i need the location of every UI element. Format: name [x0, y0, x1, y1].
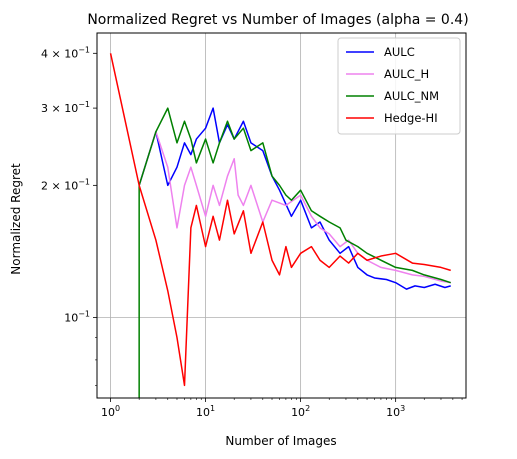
series-line-aulc: [138, 107, 451, 290]
y-tick-label: 2 × 10−1: [41, 177, 90, 192]
plot-frame: [96, 32, 467, 399]
x-tick-label: 100: [101, 404, 120, 419]
series-line-hedge-hi: [109, 53, 451, 387]
series-line-aulc-nm: [138, 107, 451, 398]
legend-layer: AULC AULC_H AULC_NM Hedge-HI: [337, 37, 461, 135]
legend-label: AULC_NM: [384, 89, 439, 103]
y-axis-label: Normalized Regret: [9, 163, 23, 275]
y-tick-label: 3 × 10−1: [41, 100, 90, 115]
series-layer: [109, 53, 451, 398]
chart-title: Normalized Regret vs Number of Images (a…: [87, 12, 468, 28]
x-tick-label: 103: [386, 404, 405, 419]
x-tick-label: 101: [196, 404, 215, 419]
y-tick-label: 10−1: [64, 309, 90, 324]
legend-label: AULC_H: [384, 67, 429, 81]
x-axis-label: Number of Images: [225, 434, 336, 448]
y-tick-label: 4 × 10−1: [41, 45, 90, 60]
series-line-aulc-h: [138, 130, 451, 284]
x-tick-label: 102: [291, 404, 310, 419]
legend-box: [337, 37, 461, 135]
legend-label: AULC: [384, 45, 415, 59]
legend-label: Hedge-HI: [384, 111, 438, 125]
tick-layer: 100 101 102 103 10−1 2 × 10−1 3 × 10−1 4 × 10−1: [41, 45, 463, 419]
